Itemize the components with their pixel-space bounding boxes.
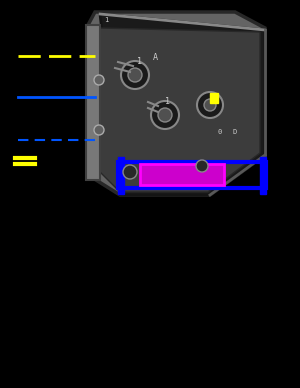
Circle shape — [128, 68, 142, 82]
Text: 1: 1 — [166, 97, 170, 106]
Text: 0: 0 — [218, 129, 222, 135]
Circle shape — [94, 75, 104, 85]
Bar — [118, 162, 266, 188]
Circle shape — [151, 101, 179, 129]
Bar — [140, 164, 224, 185]
Circle shape — [123, 165, 137, 179]
Bar — [260, 157, 266, 194]
Bar — [118, 157, 124, 194]
Circle shape — [158, 108, 172, 122]
Text: A: A — [152, 54, 158, 62]
Circle shape — [94, 125, 104, 135]
Text: 1: 1 — [104, 17, 108, 23]
Text: 1: 1 — [137, 57, 142, 66]
Circle shape — [196, 160, 208, 172]
Circle shape — [204, 99, 216, 111]
Polygon shape — [88, 12, 265, 195]
Bar — [210, 93, 218, 103]
Circle shape — [197, 92, 223, 118]
Polygon shape — [100, 28, 260, 192]
Text: D: D — [233, 129, 237, 135]
Polygon shape — [100, 14, 265, 195]
Circle shape — [121, 61, 149, 89]
Bar — [86, 25, 100, 180]
